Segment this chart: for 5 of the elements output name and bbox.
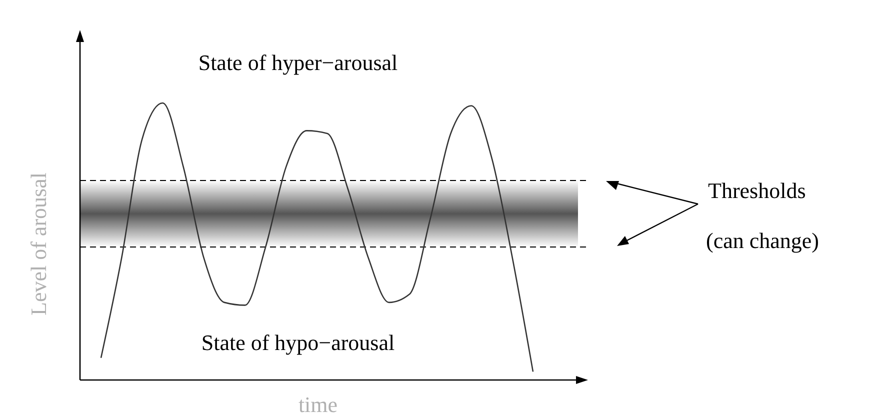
annotation: State of hypo−arousal (201, 330, 395, 355)
text: State of hyper−arousal (198, 50, 398, 75)
x-axis-title: time (298, 392, 338, 416)
y-axis-title: Level of arousal (26, 172, 51, 316)
text: Thresholds (can change) (706, 178, 819, 253)
